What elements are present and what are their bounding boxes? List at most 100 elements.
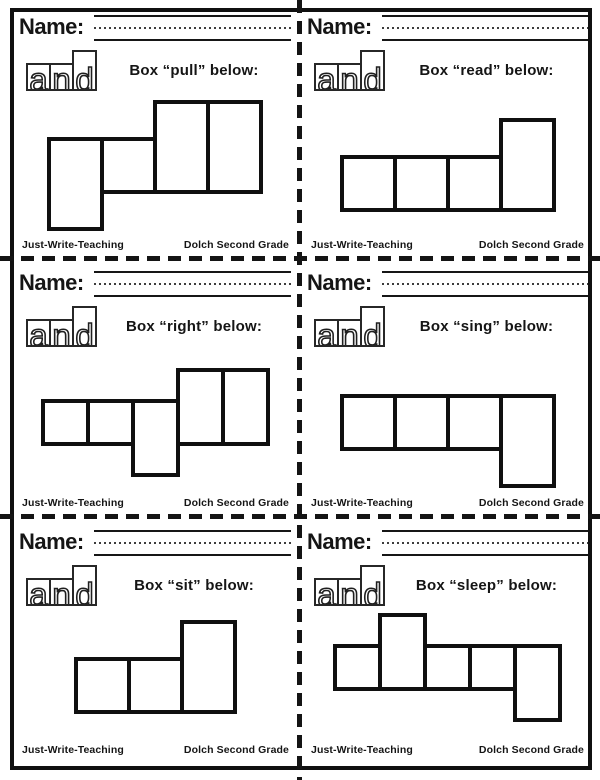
logo-letter-box-d: d [360,565,385,606]
logo-letter-box-n: n [49,578,74,606]
logo-letter-box-d: d [360,306,385,347]
letter-box-short [392,393,450,451]
name-label: Name: [19,529,84,554]
write-line-bottom [381,554,588,556]
prompt-text: Box “sing” below: [419,318,554,335]
letter-box-short [40,398,90,446]
credit-right: Dolch Second Grade [183,744,289,756]
letter-box-descender [513,643,562,722]
name-row: Name: [19,269,291,297]
name-label: Name: [307,529,372,554]
card-footer: Just-Write-Teaching Dolch Second Grade [307,239,588,251]
write-line-middle-dotted [381,27,588,29]
logo-letter-box-n: n [337,63,362,91]
card-footer: Just-Write-Teaching Dolch Second Grade [19,497,291,509]
cut-line-horizontal-top [0,256,600,261]
letter-box-tall [498,118,556,212]
name-writing-lines [93,13,291,41]
figure-area [307,606,588,744]
logo-letter-box-d: d [72,565,97,606]
write-line-top [93,15,291,17]
letter-box-descender [47,136,104,231]
letter-box-tall [179,620,237,714]
name-row: Name: [307,528,588,556]
write-line-bottom [381,39,588,41]
letter-boxes-figure [333,612,562,722]
logo-letter-box-n: n [49,319,74,347]
logo-letter-box-a: a [314,63,339,91]
write-line-middle-dotted [93,283,291,285]
letter-box-short [445,155,503,212]
name-writing-lines [381,13,588,41]
write-line-top [93,530,291,532]
write-line-middle-dotted [381,542,588,544]
letter-box-descender [130,398,180,477]
credit-right: Dolch Second Grade [478,239,584,251]
write-line-bottom [93,39,291,41]
logo-letter-box-d: d [72,50,97,91]
letter-box-tall [175,367,225,446]
logo-letter-box-n: n [49,63,74,91]
letter-box-tall [153,99,210,194]
card-footer: Just-Write-Teaching Dolch Second Grade [307,497,588,509]
prompt-text: Box “read” below: [419,62,554,79]
card-footer: Just-Write-Teaching Dolch Second Grade [307,744,588,756]
figure-area [307,347,588,497]
credit-left: Just-Write-Teaching [311,744,413,756]
figure-area [307,91,588,239]
letter-box-short [100,136,157,194]
letter-box-tall [378,612,427,691]
letter-box-tall [220,367,270,446]
write-line-middle-dotted [93,542,291,544]
name-writing-lines [93,269,291,297]
letter-box-short [126,657,184,714]
name-label: Name: [307,270,372,295]
letter-box-short [339,393,397,451]
write-line-middle-dotted [93,27,291,29]
name-label: Name: [307,14,372,39]
letter-boxes-figure [339,118,556,212]
letter-box-short [85,398,135,446]
letter-box-short [445,393,503,451]
prompt-text: Box “pull” below: [129,62,259,79]
name-row: Name: [307,269,588,297]
credit-left: Just-Write-Teaching [22,497,124,509]
write-line-bottom [93,295,291,297]
prompt-text: Box “sleep” below: [415,577,558,594]
credit-left: Just-Write-Teaching [22,744,124,756]
figure-area [19,606,291,744]
letter-box-short [468,643,517,691]
name-row: Name: [19,528,291,556]
credit-left: Just-Write-Teaching [311,239,413,251]
logo-letter-box-d: d [72,306,97,347]
name-writing-lines [93,528,291,556]
letter-boxes-figure [73,620,237,714]
write-line-top [93,271,291,273]
letter-box-short [392,155,450,212]
logo-letter-box-n: n [337,319,362,347]
name-row: Name: [307,13,588,41]
prompt-text: Box “sit” below: [134,577,254,594]
letter-box-short [423,643,472,691]
letter-boxes-figure [40,367,270,477]
name-label: Name: [19,270,84,295]
name-writing-lines [381,269,588,297]
letter-box-short [333,643,382,691]
name-label: Name: [19,14,84,39]
credit-right: Dolch Second Grade [478,744,584,756]
